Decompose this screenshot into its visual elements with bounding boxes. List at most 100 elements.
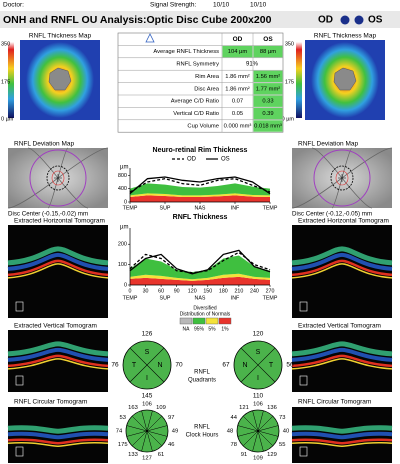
clock-value: 61	[158, 452, 164, 458]
region-label: TEMP	[263, 295, 278, 301]
clock-divider	[257, 415, 274, 432]
tomogram-title: RNFL Circular Tomogram	[298, 399, 371, 406]
clock-value: 40	[283, 429, 289, 435]
quadrant-divider	[129, 347, 165, 383]
clock-divider	[252, 430, 259, 452]
clock-value: 127	[142, 456, 152, 462]
quadrant-value: 76	[111, 362, 119, 369]
clock-divider	[257, 410, 264, 432]
cell-value: 1.86 mm²	[225, 86, 250, 92]
layer-choroid	[7, 263, 109, 279]
chart-title: Neuro-retinal Rim Thickness	[153, 147, 248, 154]
vessel	[331, 177, 343, 209]
row-label: RNFL Symmetry	[176, 62, 219, 68]
quadrant-title: RNFL	[194, 370, 210, 376]
legend-label: 1%	[221, 326, 229, 332]
scan-circle	[313, 149, 371, 207]
layer-rpe	[7, 438, 109, 445]
clock-value: 46	[168, 442, 174, 448]
cell	[253, 95, 283, 107]
region-label: SUP	[160, 295, 171, 301]
normative-band	[130, 276, 270, 285]
cell	[222, 83, 253, 95]
normative-band	[130, 273, 270, 281]
y-tick-label: 100	[118, 262, 127, 268]
layer-rpe	[291, 354, 393, 368]
y-tick-label: 800	[118, 173, 127, 179]
optic-disc	[48, 67, 72, 91]
scale-label: 0 µm	[282, 116, 295, 122]
series-line	[129, 176, 271, 195]
cell-value: 0.33	[262, 99, 273, 105]
clock-value: 163	[128, 405, 138, 411]
scan-circle	[29, 149, 87, 207]
clock-divider	[141, 410, 148, 432]
quadrant-letter: T	[269, 362, 274, 369]
cell	[253, 45, 283, 58]
clock-value: 73	[279, 415, 285, 421]
signal-od: 10/10	[213, 2, 230, 9]
vessel	[57, 177, 89, 209]
cell	[253, 107, 283, 120]
scale-label: 350	[285, 41, 294, 47]
layer-inner	[7, 431, 109, 440]
clock-divider	[242, 415, 259, 432]
x-tick-label: 120	[188, 288, 197, 294]
legend-title: Diversified	[193, 305, 217, 311]
scale-bar	[296, 42, 302, 118]
layer-inner	[7, 252, 109, 271]
cell	[253, 70, 283, 83]
layer-rpe	[291, 438, 393, 445]
cell	[222, 70, 253, 83]
legend-box	[192, 317, 206, 325]
layer-rpe	[291, 259, 393, 277]
clock-divider	[141, 430, 148, 452]
report-title: ONH and RNFL OU Analysis:Optic Disc Cube…	[3, 14, 272, 26]
cup-outline	[51, 170, 65, 186]
clock-divider	[146, 425, 168, 432]
clock-value: 136	[267, 405, 277, 411]
clock-value: 109	[156, 405, 166, 411]
scale-label: 175	[1, 79, 10, 85]
map-title: RNFL Thickness Map	[314, 33, 377, 40]
normative-band	[130, 193, 270, 197]
cell-value: 91%	[246, 62, 259, 68]
clock-value: 48	[227, 429, 233, 435]
vessel	[311, 147, 343, 179]
x-tick-label: 0	[129, 288, 132, 294]
cell	[222, 45, 253, 58]
orientation-box	[15, 446, 24, 457]
clock-value: 175	[118, 442, 128, 448]
normative-band	[130, 195, 270, 202]
vessel	[341, 147, 393, 179]
quadrant-value: 120	[253, 331, 264, 338]
y-tick-label: 200	[118, 242, 127, 248]
clock-divider	[126, 425, 148, 432]
x-tick-label: 180	[219, 288, 228, 294]
disc-outline	[46, 165, 70, 191]
layer-choroid	[7, 358, 109, 370]
content: Doctor: Signal Strength: 10/10 10/10 ONH and…	[1, 2, 393, 463]
x-tick-label: SUP	[160, 205, 171, 211]
x-tick-label: 270	[266, 288, 275, 294]
vessel	[57, 147, 109, 179]
cell-value: 0.000 mm³	[224, 124, 252, 130]
scale-label: 175	[285, 79, 294, 85]
disc-center: Disc Center (-0.12,-0.05) mm	[292, 211, 372, 218]
clock-value: 106	[142, 402, 152, 408]
cell	[222, 107, 253, 120]
clock-value: 53	[120, 415, 126, 421]
quadrant-value: 70	[175, 362, 183, 369]
row-label: Disc Area	[194, 86, 220, 92]
legend-label: OD	[187, 157, 197, 163]
clock-divider	[131, 415, 148, 432]
legend-label: OS	[221, 157, 230, 163]
legend-label: NA	[183, 326, 191, 332]
tomogram-title: Extracted Horizontal Tomogram	[14, 218, 105, 225]
title-bar	[0, 11, 400, 28]
y-axis-label: µm	[120, 165, 128, 171]
row-label: Cup Volume	[187, 124, 219, 130]
layer-inner	[7, 347, 109, 362]
region-label: TEMP	[123, 295, 138, 301]
